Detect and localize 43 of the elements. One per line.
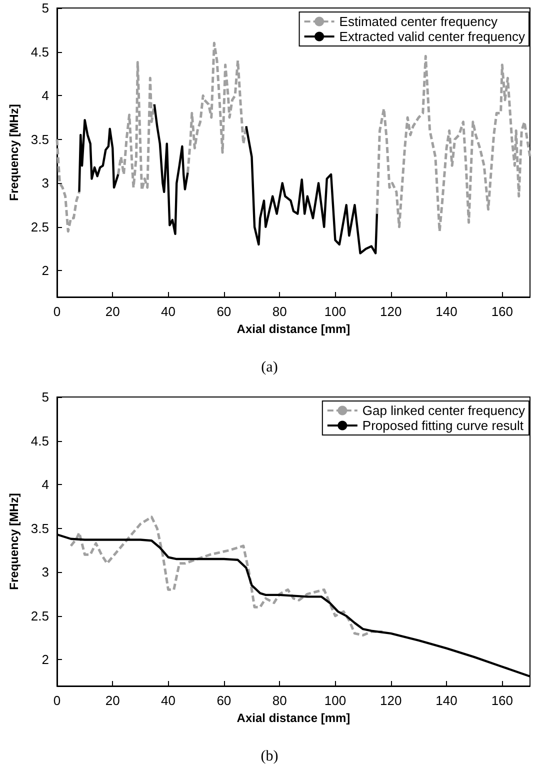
x-tick-label: 100 xyxy=(324,304,346,319)
y-tick-label: 4 xyxy=(42,477,49,492)
y-axis-title: Frequency [MHz] xyxy=(7,104,21,201)
x-tick-label: 160 xyxy=(491,304,514,319)
x-tick-label: 120 xyxy=(380,693,402,708)
x-tick-label: 0 xyxy=(53,693,61,708)
x-tick-label: 80 xyxy=(272,304,287,319)
legend-label: Extracted valid center frequency xyxy=(339,29,526,44)
x-tick-label: 140 xyxy=(436,304,458,319)
y-tick-label: 2 xyxy=(42,263,49,278)
x-tick-label: 20 xyxy=(105,693,120,708)
x-tick-label: 0 xyxy=(53,304,61,319)
y-axis-title: Frequency [MHz] xyxy=(7,493,21,590)
x-tick-label: 20 xyxy=(105,304,120,319)
x-tick-label: 140 xyxy=(436,693,458,708)
y-tick-label: 3 xyxy=(42,176,49,191)
y-tick-label: 2.5 xyxy=(30,219,49,234)
y-tick-label: 5 xyxy=(42,390,49,404)
x-axis-title: Axial distance [mm] xyxy=(236,322,350,336)
x-tick-label: 120 xyxy=(380,304,402,319)
x-tick-label: 100 xyxy=(324,693,346,708)
y-tick-label: 5 xyxy=(42,0,49,16)
x-tick-label: 60 xyxy=(216,693,232,708)
line-series xyxy=(70,516,384,636)
x-tick-label: 160 xyxy=(491,693,514,708)
text: (a) xyxy=(261,360,278,376)
y-tick-label: 4.5 xyxy=(30,44,49,60)
y-tick-label: 3 xyxy=(42,564,49,580)
x-tick-label: 80 xyxy=(272,693,287,708)
y-tick-label: 4.5 xyxy=(30,433,49,448)
y-tick-label: 3.5 xyxy=(30,132,49,147)
y-tick-label: 2 xyxy=(42,652,49,668)
y-tick-label: 4 xyxy=(42,88,49,104)
x-tick-label: 40 xyxy=(161,693,176,708)
x-tick-label: 60 xyxy=(216,304,232,319)
y-tick-label: 2.5 xyxy=(30,608,49,624)
text: (b) xyxy=(260,748,278,764)
legend-label: Gap linked center frequency xyxy=(362,403,526,418)
legend-label: Estimated center frequency xyxy=(339,14,498,29)
legend-label: Proposed fitting curve result xyxy=(362,418,524,433)
x-tick-label: 40 xyxy=(161,304,176,319)
y-tick-label: 3.5 xyxy=(30,520,49,536)
x-axis-title: Axial distance [mm] xyxy=(236,710,350,725)
